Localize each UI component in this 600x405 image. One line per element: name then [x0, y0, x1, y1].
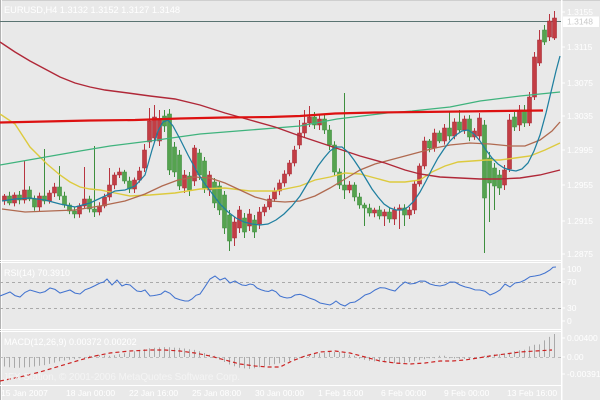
svg-text:6 Feb 00:00: 6 Feb 00:00 [381, 388, 427, 398]
svg-text:MACD(12,26,9) 0.00372 0.00202: MACD(12,26,9) 0.00372 0.00202 [4, 337, 137, 347]
svg-text:9 Feb 00:00: 9 Feb 00:00 [444, 388, 490, 398]
svg-text:1.2875: 1.2875 [567, 249, 593, 259]
svg-text:1.3115: 1.3115 [567, 42, 593, 52]
svg-text:22 Jan 16:00: 22 Jan 16:00 [129, 388, 178, 398]
svg-text:30: 30 [567, 303, 577, 313]
svg-text:1.2955: 1.2955 [567, 180, 593, 190]
svg-text:0.00: 0.00 [567, 352, 584, 362]
svg-text:EURUSD,H4 1.3132 1.3152 1.3127: EURUSD,H4 1.3132 1.3152 1.3127 1.3148 [4, 5, 180, 15]
svg-text:JFX Station, © 2001-2006 MetaQ: JFX Station, © 2001-2006 MetaQuotes Soft… [3, 372, 240, 383]
svg-text:1.3035: 1.3035 [567, 111, 593, 121]
svg-text:0: 0 [567, 316, 572, 326]
svg-text:70: 70 [567, 277, 577, 287]
svg-text:1.3148: 1.3148 [567, 17, 593, 27]
svg-text:25 Jan 08:00: 25 Jan 08:00 [192, 388, 241, 398]
svg-text:0.00400: 0.00400 [567, 333, 598, 343]
svg-text:1.2915: 1.2915 [567, 216, 593, 226]
svg-text:15 Jan 2007: 15 Jan 2007 [1, 388, 48, 398]
svg-text:-0.00391: -0.00391 [567, 369, 600, 379]
svg-text:1.3075: 1.3075 [567, 78, 593, 88]
svg-text:30 Jan 00:00: 30 Jan 00:00 [255, 388, 304, 398]
svg-text:100: 100 [567, 264, 581, 274]
svg-text:13 Feb 16:00: 13 Feb 16:00 [507, 388, 557, 398]
svg-text:RSI(14) 70.3910: RSI(14) 70.3910 [4, 268, 70, 278]
svg-text:1 Feb 16:00: 1 Feb 16:00 [318, 388, 364, 398]
svg-text:1.3155: 1.3155 [567, 7, 593, 17]
svg-text:18 Jan 00:00: 18 Jan 00:00 [66, 388, 115, 398]
svg-text:1.2995: 1.2995 [567, 145, 593, 155]
